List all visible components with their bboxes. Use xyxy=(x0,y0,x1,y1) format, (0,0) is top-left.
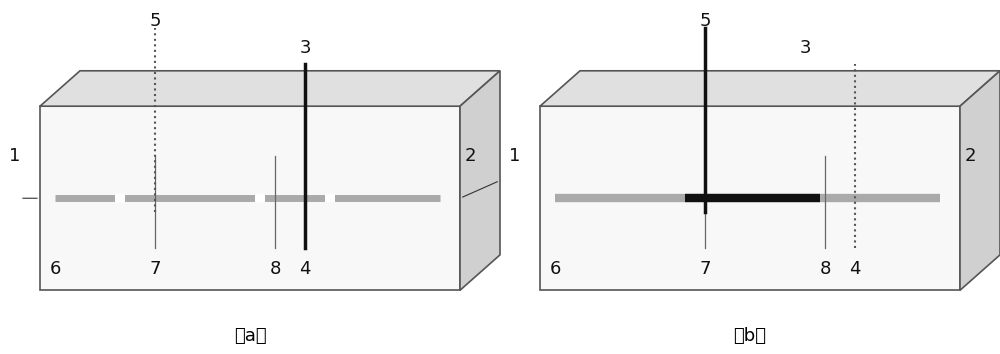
Text: 8: 8 xyxy=(819,260,831,278)
Text: 7: 7 xyxy=(149,260,161,278)
Text: 8: 8 xyxy=(269,260,281,278)
Text: 1: 1 xyxy=(509,147,520,165)
Polygon shape xyxy=(540,71,1000,106)
Text: 6: 6 xyxy=(49,260,61,278)
Polygon shape xyxy=(460,71,500,290)
Text: 4: 4 xyxy=(849,260,861,278)
Text: 1: 1 xyxy=(9,147,20,165)
Text: （a）: （a） xyxy=(234,327,266,345)
Text: 3: 3 xyxy=(799,39,811,57)
Text: 2: 2 xyxy=(965,147,976,165)
Polygon shape xyxy=(40,71,500,106)
Polygon shape xyxy=(960,71,1000,290)
Text: 4: 4 xyxy=(299,260,311,278)
Text: 3: 3 xyxy=(299,39,311,57)
Text: 7: 7 xyxy=(699,260,711,278)
Text: 6: 6 xyxy=(549,260,561,278)
Polygon shape xyxy=(40,106,460,290)
Text: 2: 2 xyxy=(465,147,477,165)
Text: （b）: （b） xyxy=(734,327,767,345)
Polygon shape xyxy=(540,106,960,290)
Text: 5: 5 xyxy=(699,12,711,30)
Text: 5: 5 xyxy=(149,12,161,30)
